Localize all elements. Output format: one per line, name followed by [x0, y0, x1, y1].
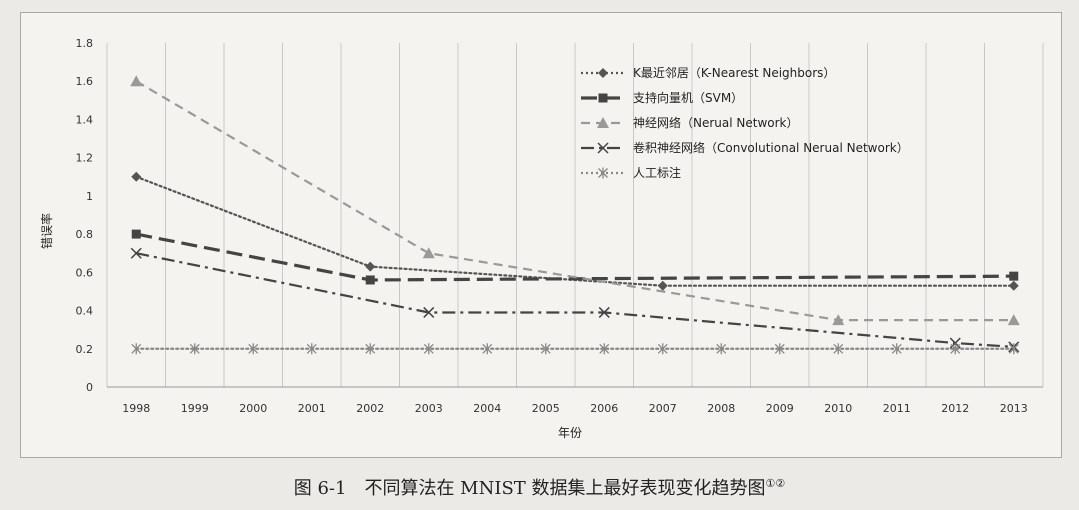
data-point-3 — [832, 314, 845, 326]
data-point-5 — [306, 343, 317, 355]
x-tick-label: 2000 — [239, 402, 267, 415]
series-line-3 — [135, 80, 1014, 322]
data-point-5 — [189, 343, 200, 355]
x-tick-labels: 1998 1999 2000 2001 2002 2003 2004 2005 2006 2007… — [122, 402, 1028, 415]
y-tick-label: 1.4 — [76, 113, 94, 126]
x-tick-label: 2006 — [590, 402, 618, 415]
x-tick-label: 2007 — [649, 402, 677, 415]
data-point-3 — [130, 75, 143, 87]
data-point-1 — [365, 261, 376, 272]
data-point-5 — [365, 343, 376, 355]
x-tick-label: 2013 — [1000, 402, 1028, 415]
caption-footnote-marks: ①② — [765, 477, 786, 490]
data-point-2 — [131, 229, 141, 239]
legend-label: K最近邻居（K-Nearest Neighbors） — [633, 66, 835, 80]
data-point-5 — [540, 343, 551, 355]
data-point-3 — [1007, 314, 1020, 326]
data-point-5 — [482, 343, 493, 355]
legend-label: 卷积神经网络（Convolutional Nerual Network） — [633, 140, 909, 155]
x-tick-label: 2001 — [298, 402, 326, 415]
data-point-1 — [657, 280, 668, 291]
data-point-4 — [130, 247, 142, 259]
x-tick-label: 2002 — [356, 402, 384, 415]
x-tick-label: 2010 — [824, 402, 852, 415]
legend-label: 人工标注 — [633, 165, 681, 180]
legend: K最近邻居（K-Nearest Neighbors） 支持向量机（SVM） 神经网络… — [581, 66, 909, 180]
legend-marker — [598, 68, 608, 78]
y-tick-label: 1.6 — [76, 75, 94, 88]
data-point-5 — [423, 343, 434, 355]
legend-marker — [597, 142, 609, 154]
x-axis-title: 年份 — [558, 426, 582, 440]
y-tick-label: 1 — [86, 190, 93, 203]
y-tick-label: 1.2 — [76, 152, 94, 165]
x-tick-label: 2012 — [941, 402, 969, 415]
data-point-5 — [248, 343, 259, 355]
y-tick-label: 1.8 — [76, 37, 94, 50]
y-tick-label: 0.8 — [76, 228, 94, 241]
y-tick-label: 0 — [86, 381, 93, 394]
chart-frame: 0 0.2 0.4 0.6 0.8 1 1.2 1.4 1.6 1.8 1998 1999 2000 2… — [20, 12, 1062, 458]
x-tick-label: 2009 — [766, 402, 794, 415]
legend-label: 神经网络（Nerual Network） — [633, 115, 799, 130]
data-point-5 — [833, 343, 844, 355]
x-tick-label: 2003 — [415, 402, 443, 415]
data-point-5 — [891, 343, 902, 355]
legend-label: 支持向量机（SVM） — [633, 90, 743, 105]
data-point-4 — [598, 306, 610, 318]
x-tick-label: 2011 — [883, 402, 911, 415]
data-point-5 — [1008, 343, 1019, 355]
data-point-5 — [950, 343, 961, 355]
data-point-5 — [599, 343, 610, 355]
legend-marker — [598, 93, 608, 103]
figure-caption: 图 6-1 不同算法在 MNIST 数据集上最好表现变化趋势图①② — [0, 474, 1079, 500]
y-tick-label: 0.6 — [76, 266, 94, 279]
grid-lines — [106, 43, 1044, 388]
y-tick-labels: 0 0.2 0.4 0.6 0.8 1 1.2 1.4 1.6 1.8 — [76, 37, 94, 394]
data-point-3 — [422, 247, 435, 259]
data-point-1 — [1008, 280, 1019, 291]
line-chart: 0 0.2 0.4 0.6 0.8 1 1.2 1.4 1.6 1.8 1998 1999 2000 2… — [39, 37, 1044, 440]
data-point-1 — [131, 171, 142, 182]
series-markers — [130, 75, 1020, 355]
x-tick-label: 1998 — [122, 402, 150, 415]
legend-marker — [597, 117, 609, 128]
x-tick-label: 1999 — [181, 402, 209, 415]
y-tick-label: 0.2 — [76, 343, 94, 356]
data-point-5 — [131, 343, 142, 355]
x-tick-label: 2005 — [532, 402, 560, 415]
data-point-5 — [774, 343, 785, 355]
x-tick-label: 2008 — [707, 402, 735, 415]
x-tick-label: 2004 — [473, 402, 501, 415]
caption-text: 图 6-1 不同算法在 MNIST 数据集上最好表现变化趋势图 — [293, 478, 766, 499]
series-line-1 — [135, 175, 1015, 287]
data-point-4 — [949, 337, 961, 349]
data-point-5 — [657, 343, 668, 355]
data-point-2 — [1009, 271, 1019, 281]
data-point-5 — [716, 343, 727, 355]
y-tick-label: 0.4 — [76, 305, 94, 318]
data-point-2 — [365, 275, 375, 285]
data-point-4 — [423, 306, 435, 318]
y-axis-title: 错误率 — [39, 213, 54, 249]
legend-marker — [598, 167, 608, 179]
